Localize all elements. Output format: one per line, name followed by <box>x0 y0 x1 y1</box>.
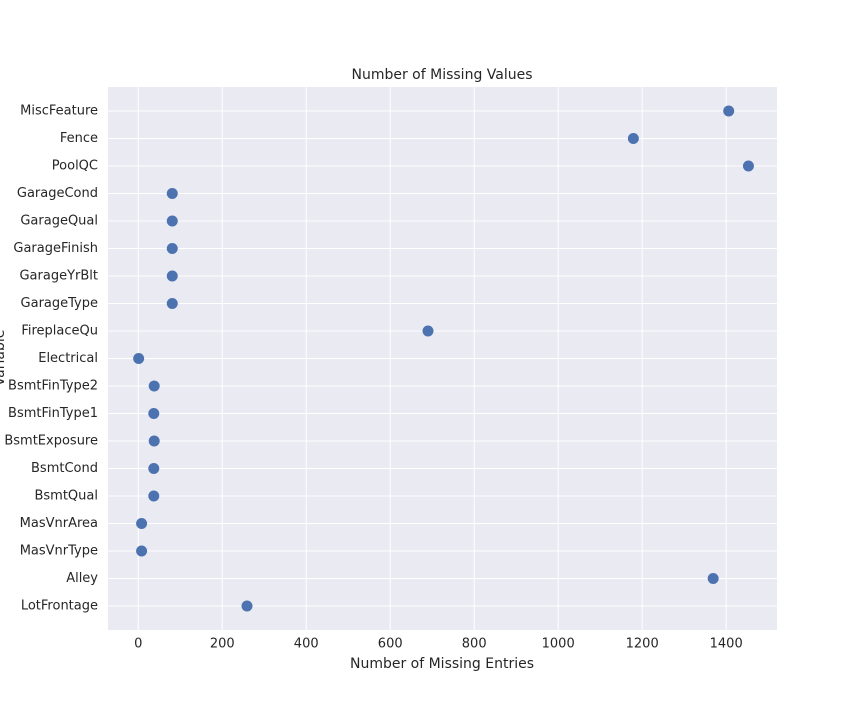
point <box>742 160 754 172</box>
y-tick-label: MasVnrArea <box>20 516 98 531</box>
y-tick-label: GarageYrBlt <box>19 269 98 284</box>
y-tick-label: BsmtQual <box>34 489 98 504</box>
y-tick-label: Alley <box>66 571 98 586</box>
point <box>166 243 178 254</box>
point <box>422 325 434 337</box>
y-tick-label: MiscFeature <box>20 104 98 119</box>
y-tick-label: BsmtExposure <box>4 434 98 449</box>
y-tick-label: GarageCond <box>17 186 98 201</box>
point <box>133 353 145 364</box>
y-tick-label: PoolQC <box>52 159 98 174</box>
point <box>166 215 178 227</box>
point <box>707 573 719 584</box>
y-tick-label: GarageType <box>21 296 98 311</box>
point <box>627 133 639 144</box>
y-tick-label: LotFrontage <box>21 599 98 614</box>
y-tick-label: BsmtFinType1 <box>8 406 98 421</box>
y-tick-label: BsmtFinType2 <box>8 379 98 394</box>
point <box>241 600 253 612</box>
chart-title: Number of Missing Values <box>351 67 532 83</box>
y-tick-label: FireplaceQu <box>21 324 98 339</box>
y-tick-label: MasVnrType <box>20 544 98 559</box>
y-tick-label: BsmtCond <box>31 461 98 476</box>
point <box>136 518 148 529</box>
x-tick-label: 600 <box>378 637 403 652</box>
y-tick-label: Electrical <box>38 351 98 366</box>
x-tick-label: 400 <box>294 637 319 652</box>
x-tick-label: 1000 <box>542 637 575 652</box>
point <box>148 490 160 502</box>
y-axis-label: Variable <box>0 330 8 387</box>
x-tick-label: 1400 <box>710 637 743 652</box>
point <box>148 408 160 419</box>
point <box>166 298 178 309</box>
x-tick-label: 800 <box>462 637 487 652</box>
point <box>148 380 160 392</box>
point <box>166 270 178 282</box>
y-tick-label: GarageFinish <box>13 241 98 256</box>
point <box>148 435 160 447</box>
x-tick-label: 1200 <box>626 637 659 652</box>
x-axis-label: Number of Missing Entries <box>350 656 534 672</box>
point <box>136 545 148 557</box>
point <box>723 105 735 117</box>
y-tick-label: GarageQual <box>20 214 98 229</box>
point <box>166 188 178 199</box>
point <box>148 463 160 474</box>
x-tick-label: 200 <box>210 637 235 652</box>
y-tick-label: Fence <box>60 131 98 146</box>
x-tick-label: 0 <box>134 637 142 652</box>
